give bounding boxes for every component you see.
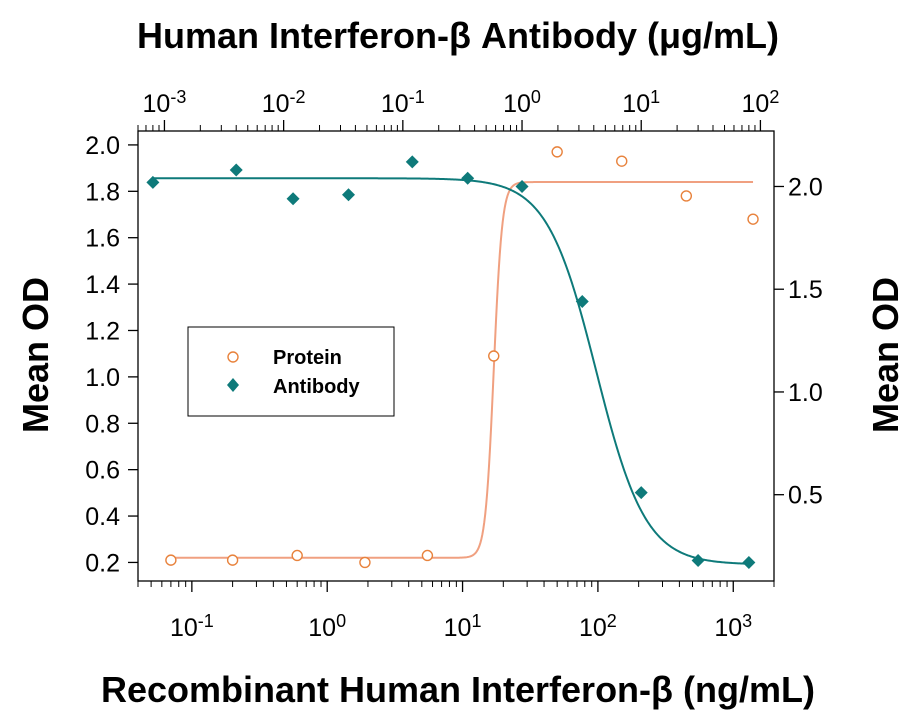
- data-point-antibody: [634, 486, 648, 500]
- legend-marker-protein: [227, 351, 239, 363]
- data-point-protein: [680, 190, 693, 202]
- y-left-tick-label: 1.8: [85, 178, 120, 206]
- data-point-protein: [165, 554, 177, 566]
- y-axis-label-right: Mean OD: [865, 277, 906, 433]
- y-left-tick-label: 1.0: [85, 364, 120, 392]
- y-right-tick-label: 2.0: [788, 173, 823, 201]
- data-point-antibody: [146, 175, 160, 189]
- legend-marker-antibody: [227, 378, 239, 392]
- data-point-antibody: [742, 556, 756, 570]
- y-right-tick-label: 1.0: [788, 379, 823, 407]
- x-axis-label: Recombinant Human Interferon-β (ng/mL): [101, 669, 815, 710]
- data-point-protein: [291, 549, 303, 562]
- legend-label-antibody: Antibody: [273, 376, 361, 398]
- data-point-protein: [616, 155, 628, 167]
- x-top-tick-label: 10-3: [143, 87, 187, 118]
- y-axis-label-left: Mean OD: [15, 277, 56, 433]
- data-point-protein: [226, 554, 239, 566]
- y-left-tick-label: 1.2: [85, 317, 120, 345]
- y-left-tick-label: 0.4: [85, 503, 120, 531]
- x-top-tick-label: 101: [622, 87, 660, 118]
- data-point-protein: [488, 350, 500, 362]
- y-left-tick-label: 0.2: [85, 549, 120, 577]
- data-point-antibody: [286, 192, 300, 206]
- x-bottom-tick-label: 102: [579, 611, 617, 642]
- y-left-tick-label: 1.4: [85, 271, 120, 299]
- data-point-protein: [551, 146, 563, 158]
- legend: Protein Antibody: [187, 326, 395, 417]
- data-point-protein: [359, 556, 371, 569]
- data-point-protein: [747, 213, 759, 225]
- x-bottom-tick-label: 103: [714, 611, 752, 642]
- x-bottom-tick-label: 101: [444, 611, 482, 642]
- data-point-antibody: [461, 171, 475, 185]
- legend-box: [187, 326, 395, 417]
- y-right-tick-label: 0.5: [788, 482, 823, 510]
- data-point-protein: [421, 549, 434, 562]
- x-top-tick-label: 10-2: [262, 87, 306, 118]
- fit-curve-protein: [170, 181, 754, 559]
- y-left-tick-label: 0.6: [85, 457, 120, 485]
- x-top-tick-label: 10-1: [381, 87, 425, 118]
- y-left-tick-label: 0.8: [85, 410, 120, 438]
- x-bottom-tick-label: 10-1: [170, 611, 214, 642]
- y-left-tick-label: 2.0: [85, 132, 120, 160]
- data-point-antibody: [229, 163, 243, 177]
- legend-label-protein: Protein: [273, 347, 342, 369]
- data-point-antibody: [405, 155, 419, 169]
- data-point-antibody: [515, 179, 529, 193]
- data-point-antibody: [691, 553, 705, 567]
- y-left-tick-label: 1.6: [85, 225, 120, 253]
- fit-curve-antibody: [152, 177, 749, 565]
- chart-title: Human Interferon-β Antibody (μg/mL): [137, 15, 779, 56]
- data-point-antibody: [575, 295, 589, 309]
- x-bottom-tick-label: 100: [308, 611, 346, 642]
- x-top-tick-label: 102: [742, 87, 780, 118]
- x-top-tick-label: 100: [503, 87, 541, 118]
- y-right-tick-label: 1.5: [788, 276, 823, 304]
- data-point-antibody: [341, 188, 355, 202]
